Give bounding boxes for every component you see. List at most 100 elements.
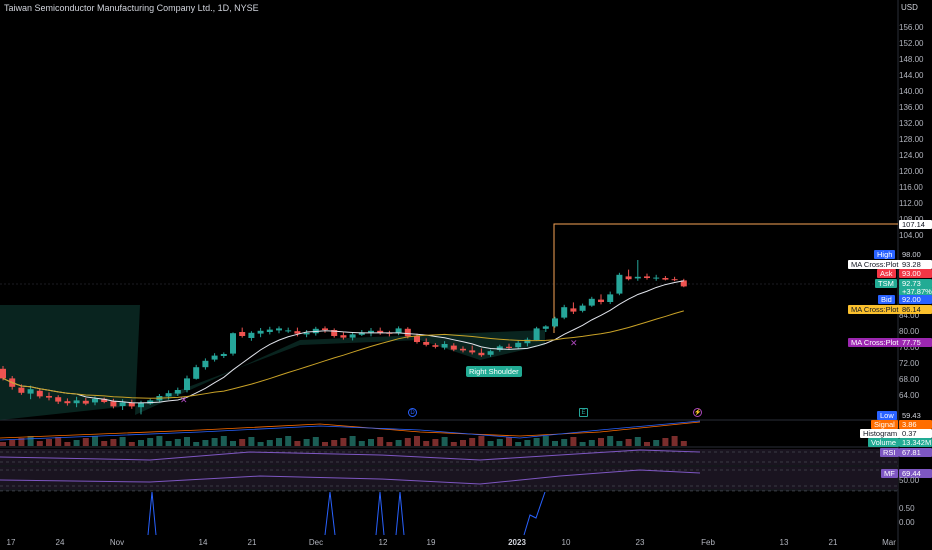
- candle-body: [266, 329, 273, 332]
- candle-body: [377, 330, 384, 333]
- volume-bar: [119, 437, 126, 446]
- candle-body: [561, 307, 568, 318]
- volume-bar: [27, 436, 34, 446]
- cross-marker: ✕: [570, 338, 578, 348]
- volume-bar: [340, 438, 347, 446]
- candle-body: [230, 333, 236, 354]
- price-axis-tick: 120.00: [899, 167, 924, 176]
- candle-body: [257, 330, 264, 334]
- dividend-icon[interactable]: D: [408, 408, 417, 417]
- date-axis-tick: 10: [561, 538, 571, 547]
- volume-bar: [294, 441, 301, 446]
- right-shoulder-label[interactable]: Right Shoulder: [466, 366, 522, 377]
- bid-value: 92.00: [899, 295, 932, 304]
- cross-marker: ✕: [180, 395, 188, 405]
- candle-body: [450, 345, 457, 350]
- volume-bar: [386, 442, 393, 446]
- candle-body: [82, 400, 89, 404]
- symbol-price: 92.73: [899, 279, 932, 288]
- candle-body: [248, 332, 255, 338]
- volume-bar: [460, 440, 466, 446]
- price-axis-tick: 124.00: [899, 151, 924, 160]
- volume-bar: [248, 437, 255, 446]
- volume-bar: [506, 437, 512, 446]
- rsi-label: RSI: [880, 448, 899, 457]
- candle-body: [294, 331, 301, 334]
- price-axis-tick: 84.00: [899, 311, 920, 320]
- volume-bar: [211, 438, 218, 446]
- candle-body: [285, 330, 292, 332]
- volume-bar: [469, 438, 476, 446]
- volume-bar: [579, 442, 586, 446]
- rsi-line: [0, 449, 701, 461]
- ma-cross-label: MA Cross:Plot: [848, 260, 902, 269]
- candle-body: [598, 299, 604, 302]
- volume-bar: [496, 439, 503, 446]
- volume-bar: [588, 440, 595, 446]
- volume-bar: [653, 440, 660, 446]
- split-icon[interactable]: ⚡: [693, 408, 702, 417]
- candle-body: [303, 332, 310, 335]
- candle-body: [202, 360, 209, 368]
- candle-body: [634, 276, 641, 279]
- rsi-band: [0, 449, 898, 465]
- signal-spike: [523, 491, 546, 536]
- date-axis-tick: 12: [378, 538, 388, 547]
- volume-bar: [276, 438, 282, 446]
- target-price-tag: 107.14: [899, 220, 932, 229]
- date-axis-tick: 14: [198, 538, 208, 547]
- candle-body: [506, 346, 512, 348]
- pattern-zone: [0, 305, 545, 420]
- price-axis-tick: 112.00: [899, 199, 923, 208]
- volume-bar: [487, 441, 494, 446]
- date-axis-tick: 24: [55, 538, 65, 547]
- volume-bar: [92, 436, 98, 446]
- candle-body: [524, 339, 531, 344]
- ma-fast-line: [2, 280, 684, 404]
- volume-bar: [570, 437, 577, 446]
- volume-bar: [110, 439, 117, 446]
- volume-bar: [349, 436, 356, 446]
- price-axis-tick: 68.00: [899, 375, 920, 384]
- price-axis-tick: 64.00: [899, 391, 920, 400]
- price-axis-tick: 116.00: [899, 183, 923, 192]
- candle-body: [404, 328, 411, 337]
- volume-bar: [156, 436, 163, 446]
- volume-bar: [662, 438, 669, 446]
- candle-body: [138, 402, 144, 408]
- candle-body: [680, 280, 687, 287]
- candle-body: [27, 389, 34, 394]
- date-axis-tick: 17: [6, 538, 16, 547]
- volume-bar: [395, 440, 402, 446]
- volume-value: 13.342M: [899, 438, 932, 447]
- low-label: Low: [877, 411, 897, 420]
- volume-bar: [515, 442, 522, 446]
- volume-bar: [55, 437, 62, 446]
- volume-bar: [358, 441, 365, 446]
- candle-body: [276, 328, 282, 331]
- volume-bar: [432, 439, 439, 446]
- date-axis-tick: 23: [635, 538, 645, 547]
- symbol-change: +37.87%: [899, 287, 932, 296]
- candle-body: [496, 346, 503, 350]
- ma-cross3-value: 77.75: [899, 338, 932, 347]
- earnings-icon[interactable]: E: [579, 408, 588, 417]
- volume-bar: [64, 442, 71, 446]
- volume-bar: [138, 440, 144, 446]
- candle-body: [239, 332, 246, 336]
- histogram-label: Histogram: [860, 429, 901, 438]
- candle-body: [128, 402, 135, 407]
- candle-body: [193, 367, 200, 379]
- volume-bar: [644, 442, 650, 446]
- volume-bar: [266, 440, 273, 446]
- candle-body: [0, 368, 6, 379]
- date-axis-tick: 2023: [508, 538, 526, 547]
- volume-bar: [561, 439, 568, 446]
- candle-body: [395, 328, 402, 334]
- bottom-axis-tick-0: 0.00: [899, 518, 915, 527]
- candle-body: [349, 334, 356, 338]
- candle-body: [607, 294, 614, 302]
- candle-body: [73, 400, 80, 404]
- bid-label: Bid: [878, 295, 895, 304]
